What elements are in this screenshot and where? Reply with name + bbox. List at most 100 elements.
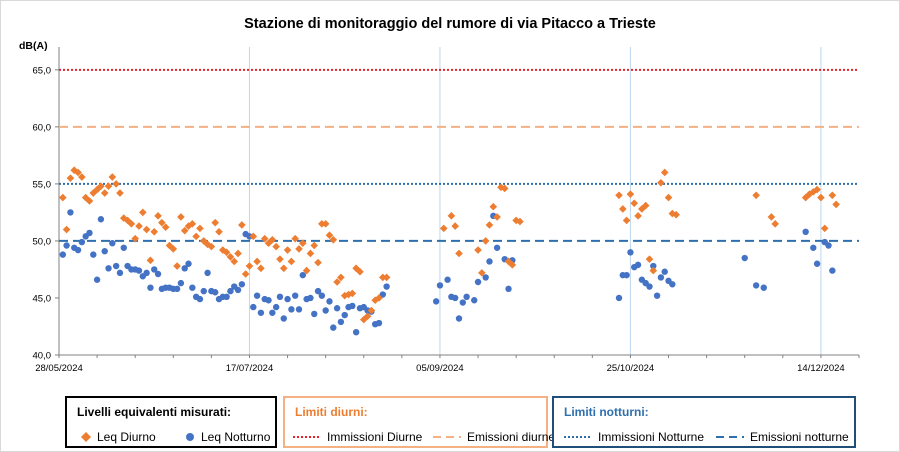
data-point-leq-diurno xyxy=(325,231,334,240)
data-point-leq-diurno xyxy=(139,208,147,217)
data-point-leq-diurno xyxy=(104,182,113,190)
data-point-leq-notturno xyxy=(299,271,307,279)
data-point-leq-diurno xyxy=(828,191,837,200)
data-point-leq-notturno xyxy=(280,315,287,322)
data-point-leq-diurno xyxy=(630,199,639,208)
data-point-leq-diurno xyxy=(62,225,71,234)
data-point-leq-diurno xyxy=(615,191,623,200)
data-point-leq-notturno xyxy=(349,302,356,310)
data-point-leq-diurno xyxy=(70,166,79,174)
data-point-leq-notturno xyxy=(634,261,642,269)
data-point-leq-diurno xyxy=(439,224,448,233)
data-point-leq-notturno xyxy=(486,258,493,265)
data-point-leq-diurno xyxy=(196,224,204,233)
data-point-leq-notturno xyxy=(307,294,314,302)
legend-item-emissioni-diurne: Emissioni diurne xyxy=(433,430,555,444)
data-point-leq-diurno xyxy=(142,225,151,234)
data-point-leq-diurno xyxy=(356,267,364,276)
data-point-leq-notturno xyxy=(120,244,127,251)
data-point-leq-diurno xyxy=(310,241,319,250)
data-point-leq-diurno xyxy=(59,193,67,202)
data-point-leq-notturno xyxy=(760,284,767,291)
data-point-leq-diurno xyxy=(184,222,193,230)
data-point-leq-diurno xyxy=(279,264,288,273)
data-point-leq-notturno xyxy=(825,242,832,249)
data-point-leq-notturno xyxy=(181,265,188,272)
data-point-leq-diurno xyxy=(340,291,349,300)
data-point-leq-diurno xyxy=(485,221,494,229)
legend-item-immissioni-diurne: Immissioni Diurne xyxy=(293,430,422,444)
data-point-leq-diurno xyxy=(123,216,132,225)
data-point-leq-diurno xyxy=(89,189,98,197)
data-point-leq-notturno xyxy=(474,278,482,286)
data-point-leq-notturno xyxy=(196,295,204,303)
data-point-leq-notturno xyxy=(200,287,207,295)
data-point-leq-diurno xyxy=(363,312,372,321)
x-tick-label: 05/09/2024 xyxy=(416,363,464,374)
data-point-leq-notturno xyxy=(272,303,280,311)
legend-label-leq-diurno: Leq Diurno xyxy=(97,430,156,444)
data-point-leq-diurno xyxy=(253,257,261,266)
dashed-orange-line-icon xyxy=(433,436,461,438)
data-point-leq-notturno xyxy=(311,310,318,318)
data-point-leq-notturno xyxy=(627,249,634,256)
circle-marker-icon xyxy=(186,433,194,441)
data-point-leq-notturno xyxy=(650,262,657,270)
data-point-leq-diurno xyxy=(497,183,505,192)
data-point-leq-diurno xyxy=(771,220,779,228)
data-point-leq-diurno xyxy=(638,205,646,213)
legend-item-leq-notturno: Leq Notturno xyxy=(185,430,270,444)
y-tick-label: 45,0 xyxy=(33,293,52,304)
legend-night-limits: Limiti notturni: Immissioni Notturne Emi… xyxy=(552,396,856,448)
chart-title: Stazione di monitoraggio del rumore di v… xyxy=(244,16,656,32)
data-point-leq-diurno xyxy=(245,262,254,270)
data-point-leq-diurno xyxy=(161,223,170,232)
data-point-leq-diurno xyxy=(367,306,376,315)
reference-lines xyxy=(59,68,859,242)
x-tick-label: 25/10/2024 xyxy=(607,363,655,374)
data-point-leq-notturno xyxy=(223,293,230,301)
legend-measured: Livelli equivalenti misurati: Leq Diurno… xyxy=(65,396,277,448)
data-point-leq-diurno xyxy=(447,212,456,220)
data-point-leq-diurno xyxy=(127,220,136,228)
data-point-leq-notturno xyxy=(459,299,467,306)
data-point-leq-notturno xyxy=(383,283,390,290)
series-leq-notturno xyxy=(59,209,836,336)
data-point-leq-notturno xyxy=(432,298,440,305)
data-point-leq-diurno xyxy=(230,257,239,266)
data-point-leq-diurno xyxy=(74,168,82,177)
data-point-leq-notturno xyxy=(314,287,322,295)
data-point-leq-diurno xyxy=(813,185,821,194)
data-point-leq-diurno xyxy=(321,220,330,228)
data-point-leq-notturno xyxy=(291,292,299,299)
y-tick-label: 65,0 xyxy=(33,65,52,76)
data-point-leq-notturno xyxy=(379,291,387,298)
data-point-leq-diurno xyxy=(337,273,345,282)
data-point-leq-notturno xyxy=(661,268,668,275)
y-axis-label: dB(A) xyxy=(19,40,48,52)
data-point-leq-diurno xyxy=(108,173,117,181)
data-point-leq-notturno xyxy=(269,309,276,316)
data-point-leq-diurno xyxy=(516,217,524,226)
y-tick-label: 50,0 xyxy=(33,236,52,247)
data-point-leq-notturno xyxy=(463,293,470,301)
data-point-leq-diurno xyxy=(100,189,109,197)
data-point-leq-diurno xyxy=(241,270,250,278)
data-point-leq-diurno xyxy=(260,234,269,243)
data-point-leq-notturno xyxy=(78,238,86,246)
data-point-leq-notturno xyxy=(246,233,253,240)
dotted-red-line-icon xyxy=(293,436,321,438)
data-point-leq-diurno xyxy=(158,218,166,227)
data-point-leq-diurno xyxy=(820,224,829,233)
data-point-leq-notturno xyxy=(185,260,192,267)
data-point-leq-diurno xyxy=(287,257,296,266)
data-point-leq-diurno xyxy=(660,168,669,177)
data-point-leq-diurno xyxy=(832,200,840,209)
data-point-leq-diurno xyxy=(97,182,105,190)
data-point-leq-notturno xyxy=(93,276,101,283)
data-point-leq-diurno xyxy=(234,249,242,258)
data-point-leq-notturno xyxy=(105,265,112,272)
data-point-leq-diurno xyxy=(318,220,326,228)
legend-item-emissioni-notturne: Emissioni notturne xyxy=(716,430,849,444)
data-point-leq-diurno xyxy=(276,255,284,263)
